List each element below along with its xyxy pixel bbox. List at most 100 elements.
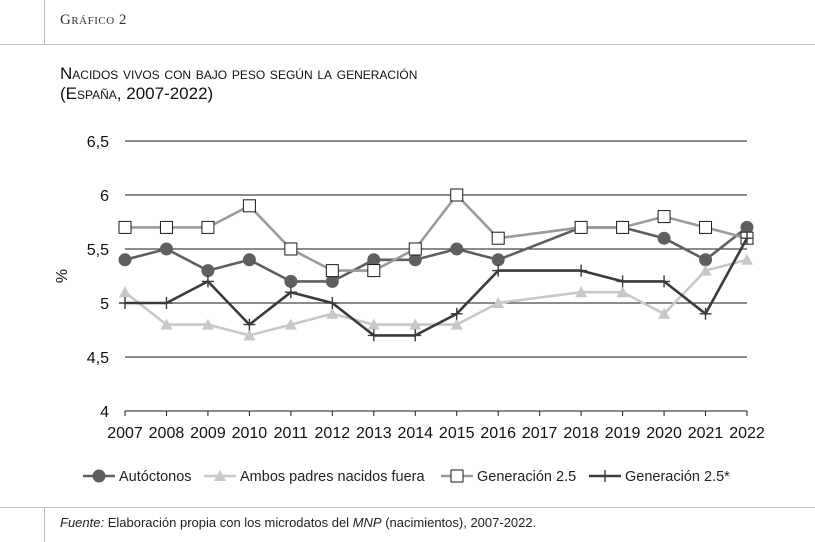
- y-tick-label: 4,5: [87, 350, 109, 367]
- chart-title: Nacidos vivos con bajo peso según la gen…: [60, 64, 417, 104]
- data-point: [616, 286, 629, 298]
- data-point: [367, 264, 381, 278]
- data-point: [699, 220, 713, 234]
- legend-label: Generación 2.5: [477, 469, 576, 485]
- x-tick-label: 2012: [315, 425, 351, 442]
- legend-marker: [92, 469, 106, 483]
- x-tick-label: 2008: [149, 425, 185, 442]
- data-point: [575, 264, 588, 277]
- data-point: [616, 275, 629, 288]
- x-tick-label: 2021: [688, 425, 724, 442]
- header-divider: [0, 44, 815, 45]
- x-tick-label: 2022: [729, 425, 765, 442]
- data-point: [284, 274, 298, 288]
- y-tick-label: 5: [100, 296, 109, 313]
- data-point: [325, 264, 339, 278]
- legend-label: Generación 2.5*: [625, 469, 730, 485]
- data-point: [657, 210, 671, 224]
- data-point: [574, 220, 588, 234]
- source-text-b: (nacimientos), 2007-2022.: [381, 515, 537, 530]
- x-tick-label: 2010: [232, 425, 268, 442]
- data-point: [699, 264, 712, 276]
- figure-kicker: Gráfico 2: [60, 12, 127, 28]
- y-axis-label: %: [54, 269, 71, 283]
- data-point: [450, 242, 464, 256]
- data-point: [284, 286, 297, 299]
- chart-title-line2: (España, 2007-2022): [60, 84, 214, 103]
- data-point: [657, 231, 671, 245]
- data-point: [658, 275, 671, 288]
- x-tick-label: 2019: [605, 425, 641, 442]
- data-point: [326, 307, 339, 319]
- data-point: [284, 318, 297, 330]
- data-point: [243, 318, 256, 331]
- data-point: [160, 318, 173, 330]
- source-label: Fuente:: [60, 515, 105, 530]
- header-divider-vertical: [44, 0, 45, 44]
- source-note: Fuente: Elaboración propia con los micro…: [60, 515, 536, 530]
- data-point: [699, 307, 712, 320]
- data-point: [658, 307, 671, 319]
- data-point: [242, 199, 256, 213]
- data-point: [741, 253, 753, 265]
- legend-label: Ambos padres nacidos fuera: [240, 469, 426, 485]
- data-point: [118, 253, 132, 267]
- y-tick-label: 5,5: [87, 242, 109, 259]
- y-tick-label: 6,5: [87, 134, 109, 151]
- data-point: [159, 242, 173, 256]
- data-point: [243, 329, 256, 341]
- y-tick-label: 4: [100, 404, 109, 421]
- data-point: [119, 297, 131, 309]
- data-point: [367, 318, 380, 330]
- x-tick-label: 2018: [563, 425, 599, 442]
- series-line: [124, 226, 748, 283]
- x-tick-label: 2016: [480, 425, 516, 442]
- data-point: [201, 220, 215, 234]
- source-text-em: MNP: [352, 515, 382, 530]
- data-point: [367, 329, 380, 342]
- data-point: [450, 318, 463, 330]
- data-point: [492, 264, 505, 277]
- data-point: [367, 253, 381, 267]
- data-point: [450, 307, 463, 320]
- data-point: [409, 329, 422, 342]
- x-tick-label: 2011: [274, 425, 309, 442]
- series-line: [125, 193, 748, 272]
- y-tick-label: 6: [100, 188, 109, 205]
- data-point: [118, 220, 132, 234]
- data-point: [201, 318, 214, 330]
- data-point: [491, 253, 505, 267]
- legend-label: Autóctonos: [119, 469, 192, 485]
- legend-marker: [450, 469, 464, 483]
- x-tick-label: 2015: [439, 425, 475, 442]
- data-point: [741, 232, 753, 245]
- data-point: [616, 220, 630, 234]
- data-point: [159, 220, 173, 234]
- x-tick-label: 2020: [646, 425, 682, 442]
- source-text-a: Elaboración propia con los microdatos de…: [104, 515, 353, 530]
- data-point: [408, 253, 422, 267]
- data-point: [201, 275, 214, 288]
- data-point: [575, 286, 588, 298]
- data-point: [201, 264, 215, 278]
- data-point: [450, 188, 464, 202]
- x-tick-label: 2009: [190, 425, 226, 442]
- x-tick-label: 2014: [397, 425, 433, 442]
- data-point: [325, 274, 339, 288]
- data-point: [740, 220, 754, 234]
- x-tick-label: 2007: [107, 425, 143, 442]
- data-point: [492, 297, 505, 308]
- data-point: [119, 286, 131, 298]
- line-chart: 4 4,5 5 5,5 6 6,5 2007 2008 2009 2010 2011 2012 2013…: [54, 134, 765, 485]
- data-point: [408, 242, 422, 256]
- footer-divider-vertical: [44, 507, 45, 542]
- data-point: [491, 231, 505, 245]
- footer-divider: [0, 507, 815, 508]
- data-point: [326, 297, 339, 309]
- data-point: [284, 242, 298, 256]
- chart-title-line1: Nacidos vivos con bajo peso según la gen…: [60, 64, 418, 83]
- data-point: [699, 253, 713, 267]
- legend-marker: [214, 470, 226, 481]
- x-tick-label: 2017: [522, 425, 558, 442]
- data-point: [409, 318, 422, 330]
